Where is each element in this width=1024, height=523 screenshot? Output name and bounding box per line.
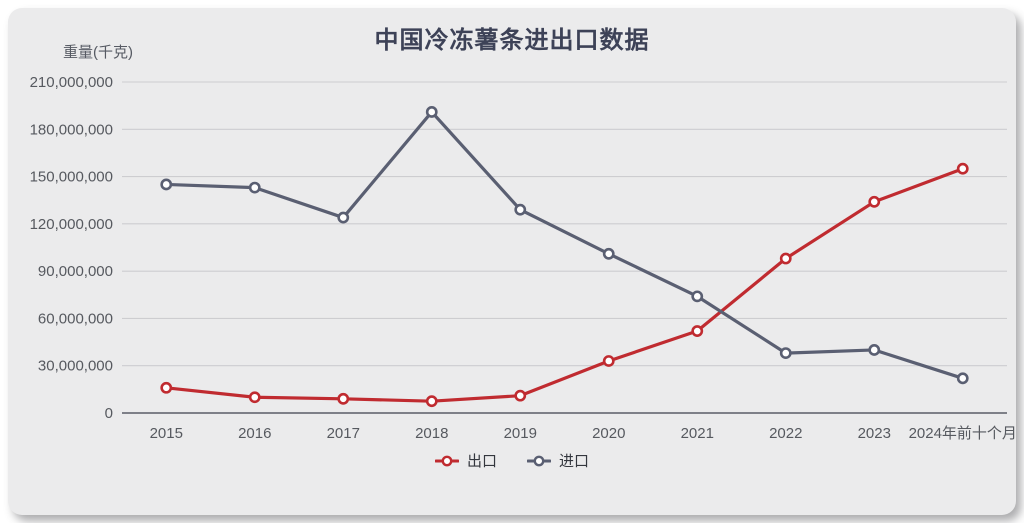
chart-title: 中国冷冻薯条进出口数据: [374, 27, 650, 54]
x-tick-label: 2018: [415, 425, 448, 442]
data-point-marker-进口-2019: [514, 203, 527, 216]
data-point-marker-进口-2016: [248, 181, 261, 194]
data-point-marker-出口-2018: [425, 395, 438, 408]
x-tick-label: 2022: [769, 425, 802, 442]
legend-item-进口[interactable]: 进口: [527, 450, 589, 471]
data-point-marker-出口-2020: [602, 355, 615, 367]
y-tick-label: 180,000,000: [30, 121, 113, 138]
y-tick-label: 0: [105, 405, 113, 422]
x-tick-label: 2016: [238, 425, 271, 442]
data-point-marker-出口-2019: [514, 389, 527, 402]
x-tick-label: 2024年前十个月: [909, 425, 1016, 442]
y-tick-label: 90,000,000: [38, 263, 113, 280]
y-tick-label: 120,000,000: [30, 216, 113, 233]
data-point-marker-出口-2022: [779, 252, 792, 265]
data-point-marker-出口-2017: [337, 392, 350, 405]
chart-legend: 出口 进口: [8, 450, 1016, 471]
legend-label: 进口: [559, 453, 590, 470]
line-chart-plot-area: 0 30,000,000 60,000,000 90,000,000 120,000,0…: [30, 74, 1016, 442]
data-point-marker-出口-2016: [248, 391, 261, 404]
y-tick-label: 210,000,000: [30, 74, 113, 91]
data-point-marker-进口-2020: [602, 247, 615, 260]
data-point-marker-进口-2024年前十个月: [956, 372, 969, 385]
data-point-marker-出口-2015: [160, 381, 173, 394]
data-point-marker-进口-2023: [868, 344, 881, 356]
data-point-marker-进口-2017: [337, 211, 350, 224]
x-tick-label: 2020: [592, 425, 625, 442]
y-tick-label: 150,000,000: [30, 169, 113, 186]
data-point-marker-出口-2024年前十个月: [956, 162, 969, 175]
data-point-marker-进口-2022: [779, 347, 792, 360]
chart-card: 中国冷冻薯条进出口数据 重量(千克) 0 30,000,000 60,000,000…: [8, 8, 1016, 515]
legend-label: 出口: [466, 453, 497, 470]
data-point-marker-进口-2015: [160, 178, 173, 191]
data-point-marker-出口-2023: [868, 195, 881, 208]
y-tick-label: 60,000,000: [38, 310, 113, 327]
legend-line-marker-icon: [527, 455, 551, 466]
legend-item-出口[interactable]: 出口: [434, 450, 497, 471]
series-line-出口: [164, 167, 965, 403]
data-point-marker-出口-2021: [691, 325, 704, 337]
x-tick-label: 2023: [858, 425, 891, 442]
data-point-marker-进口-2021: [691, 290, 704, 303]
x-tick-label: 2015: [150, 425, 183, 442]
data-point-marker-进口-2018: [425, 106, 438, 118]
series-line-进口: [164, 110, 965, 380]
y-tick-label: 30,000,000: [38, 358, 113, 375]
x-tick-label: 2019: [504, 425, 537, 442]
x-tick-label: 2017: [327, 425, 360, 442]
y-axis-unit-label: 重量(千克): [63, 44, 133, 61]
legend-line-marker-icon: [434, 455, 459, 466]
x-tick-label: 2021: [681, 425, 714, 442]
